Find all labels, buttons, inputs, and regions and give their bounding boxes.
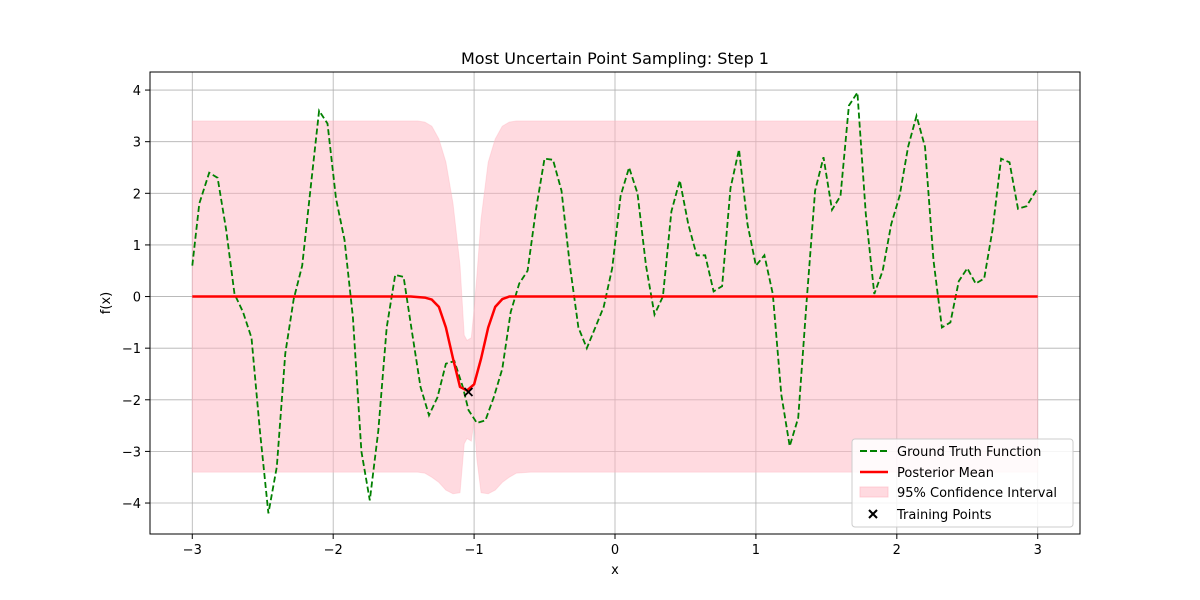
y-tick-label: −2	[122, 394, 141, 409]
y-tick-label: −4	[122, 497, 141, 512]
training-points-layer	[463, 387, 474, 397]
legend-box	[851, 438, 1074, 528]
legend-swatch-training-points	[868, 509, 878, 519]
y-tick-label: 0	[133, 291, 141, 306]
x-tick-label: −2	[324, 543, 343, 558]
y-axis: −4 −3 −2 −1 0 1 2 3 4	[122, 84, 150, 512]
series-lines-layer	[191, 89, 1039, 514]
y-tick-label: 1	[133, 239, 141, 254]
legend-swatch-confidence-interval	[859, 486, 889, 498]
x-tick-label: 0	[611, 543, 619, 558]
ground-truth-line	[191, 89, 1039, 514]
x-tick-label: 2	[893, 543, 901, 558]
x-tick-label: −3	[183, 543, 202, 558]
confidence-interval-band	[191, 120, 1039, 495]
y-axis-label: f(x)	[99, 292, 114, 314]
y-tick-label: −1	[122, 342, 141, 357]
posterior-mean-line	[192, 295, 1038, 392]
legend-label-training-points: Training Points	[896, 508, 992, 523]
x-axis: −3 −2 −1 0 1 2 3	[183, 534, 1042, 558]
training-point-marker	[463, 387, 474, 397]
legend-label-ground-truth: Ground Truth Function	[897, 445, 1041, 460]
legend-label-posterior-mean: Posterior Mean	[897, 466, 994, 481]
y-tick-label: 2	[133, 187, 141, 202]
y-tick-label: 4	[133, 84, 141, 99]
x-tick-label: 1	[752, 543, 760, 558]
legend-label-confidence-interval: 95% Confidence Interval	[897, 486, 1057, 501]
legend: Ground Truth Function Posterior Mean 95%…	[851, 438, 1074, 528]
x-tick-label: −1	[465, 543, 484, 558]
chart-title: Most Uncertain Point Sampling: Step 1	[461, 49, 769, 68]
x-axis-label: x	[611, 563, 619, 578]
y-tick-label: 3	[133, 136, 141, 151]
x-tick-label: 3	[1034, 543, 1042, 558]
y-tick-label: −3	[122, 445, 141, 460]
confidence-band-layer	[191, 120, 1039, 495]
